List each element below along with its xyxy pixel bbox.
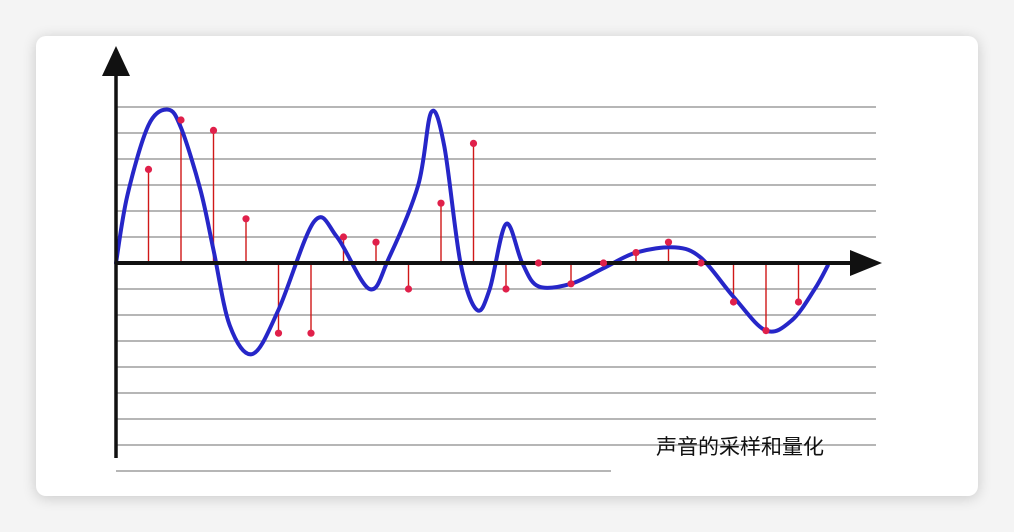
figure-caption: 声音的采样和量化: [656, 435, 824, 459]
x-axis-arrow: [850, 250, 882, 276]
sample-point: [437, 199, 445, 207]
sample-point: [697, 259, 705, 267]
sample-point: [177, 116, 185, 124]
sample-point: [144, 165, 153, 173]
sample-point: [794, 298, 803, 306]
quantization-grid: [116, 106, 876, 472]
analog-waveform: [114, 107, 830, 357]
sample-point: [209, 126, 218, 134]
sample-point: [534, 259, 543, 267]
sample-point: [762, 327, 770, 335]
sample-point: [632, 249, 640, 257]
axes: [102, 46, 882, 458]
sample-point: [664, 238, 673, 246]
sample-point: [502, 285, 510, 293]
sample-point: [242, 215, 250, 223]
sampling-diagram: 声音的采样和量化: [102, 46, 882, 472]
sample-stems: [147, 120, 800, 334]
sample-point: [567, 280, 575, 288]
sample-point: [274, 329, 283, 337]
sample-points: [144, 116, 803, 337]
y-axis-arrow: [102, 46, 130, 76]
diagram-card: 声音的采样和量化: [36, 36, 978, 496]
sample-point: [339, 233, 348, 241]
sample-point: [372, 238, 380, 246]
sample-point: [404, 285, 413, 293]
sample-point: [307, 329, 315, 337]
sample-point: [599, 259, 608, 267]
sample-point: [729, 298, 738, 306]
sample-point: [469, 139, 478, 147]
